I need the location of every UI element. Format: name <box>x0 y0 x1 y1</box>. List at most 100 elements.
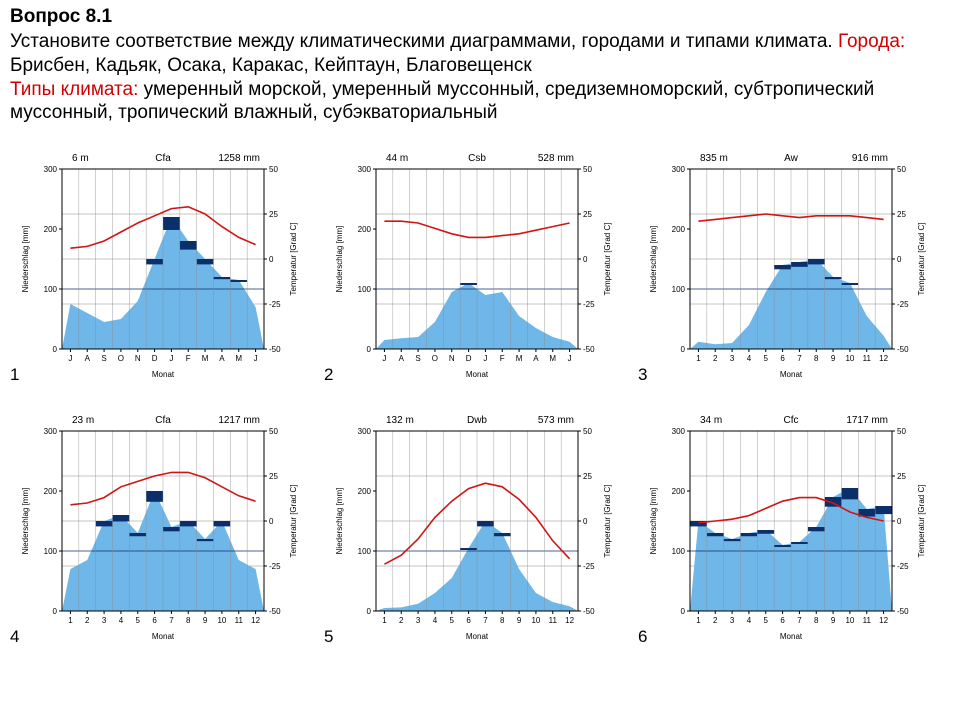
svg-text:25: 25 <box>269 210 278 219</box>
svg-text:528 mm: 528 mm <box>538 153 574 164</box>
svg-text:132 m: 132 m <box>386 415 414 426</box>
svg-text:-25: -25 <box>269 300 281 309</box>
svg-text:-50: -50 <box>269 345 281 354</box>
svg-text:J: J <box>382 354 386 363</box>
svg-text:0: 0 <box>269 255 274 264</box>
svg-text:Monat: Monat <box>152 632 175 641</box>
svg-text:6 m: 6 m <box>72 153 89 164</box>
svg-text:M: M <box>202 354 209 363</box>
svg-text:0: 0 <box>897 255 902 264</box>
climate-chart-4: 0100200300-50-2502550123456789101112Nied… <box>16 405 306 645</box>
svg-text:-25: -25 <box>583 562 595 571</box>
svg-text:Niederschlag [mm]: Niederschlag [mm] <box>649 488 658 555</box>
svg-text:11: 11 <box>549 616 558 625</box>
svg-text:Temperatur [Grad C]: Temperatur [Grad C] <box>289 485 298 558</box>
svg-text:1: 1 <box>382 616 387 625</box>
svg-text:-25: -25 <box>897 300 909 309</box>
svg-text:A: A <box>85 354 91 363</box>
svg-text:-50: -50 <box>897 345 909 354</box>
svg-text:11: 11 <box>863 616 872 625</box>
svg-text:10: 10 <box>217 616 226 625</box>
svg-text:0: 0 <box>367 607 372 616</box>
svg-text:50: 50 <box>583 427 592 436</box>
svg-text:Cfa: Cfa <box>155 415 171 426</box>
svg-text:-50: -50 <box>583 345 595 354</box>
svg-text:Csb: Csb <box>468 153 486 164</box>
svg-text:25: 25 <box>269 472 278 481</box>
svg-text:S: S <box>101 354 106 363</box>
svg-text:12: 12 <box>879 354 888 363</box>
svg-text:1217 mm: 1217 mm <box>218 415 260 426</box>
chart-cell-5: 50100200300-50-2502550123456789101112Nie… <box>330 405 630 655</box>
svg-text:12: 12 <box>565 616 574 625</box>
svg-text:Niederschlag [mm]: Niederschlag [mm] <box>21 488 30 555</box>
svg-text:0: 0 <box>681 607 686 616</box>
svg-text:6: 6 <box>152 616 157 625</box>
svg-text:6: 6 <box>780 616 785 625</box>
chart-number: 4 <box>10 627 19 647</box>
svg-text:M: M <box>516 354 523 363</box>
svg-text:1: 1 <box>68 616 73 625</box>
svg-text:Monat: Monat <box>466 370 489 379</box>
svg-text:9: 9 <box>203 616 208 625</box>
svg-text:Temperatur [Grad C]: Temperatur [Grad C] <box>917 485 926 558</box>
svg-text:300: 300 <box>44 427 58 436</box>
svg-text:50: 50 <box>269 427 278 436</box>
svg-text:D: D <box>466 354 472 363</box>
svg-text:-25: -25 <box>269 562 281 571</box>
svg-text:2: 2 <box>713 354 718 363</box>
svg-text:835 m: 835 m <box>700 153 728 164</box>
svg-text:-25: -25 <box>583 300 595 309</box>
svg-text:5: 5 <box>136 616 141 625</box>
svg-text:50: 50 <box>897 427 906 436</box>
svg-text:34 m: 34 m <box>700 415 722 426</box>
svg-text:2: 2 <box>85 616 90 625</box>
svg-text:25: 25 <box>583 472 592 481</box>
svg-text:Dwb: Dwb <box>467 415 487 426</box>
svg-text:0: 0 <box>269 517 274 526</box>
svg-text:J: J <box>254 354 258 363</box>
svg-text:Temperatur [Grad C]: Temperatur [Grad C] <box>603 223 612 296</box>
svg-text:-25: -25 <box>897 562 909 571</box>
svg-text:8: 8 <box>186 616 191 625</box>
climate-chart-6: 0100200300-50-2502550123456789101112Nied… <box>644 405 934 645</box>
svg-text:4: 4 <box>747 354 752 363</box>
question-line1: Установите соответствие между климатичес… <box>10 31 838 52</box>
svg-text:0: 0 <box>583 255 588 264</box>
svg-text:25: 25 <box>897 472 906 481</box>
svg-text:11: 11 <box>235 616 244 625</box>
svg-text:200: 200 <box>672 225 686 234</box>
svg-text:-50: -50 <box>583 607 595 616</box>
svg-text:J: J <box>568 354 572 363</box>
svg-text:12: 12 <box>251 616 260 625</box>
chart-cell-1: 10100200300-50-2502550JASONDJFMAMJNieder… <box>16 143 316 393</box>
svg-text:25: 25 <box>897 210 906 219</box>
svg-text:D: D <box>152 354 158 363</box>
svg-text:6: 6 <box>466 616 471 625</box>
svg-text:Monat: Monat <box>466 632 489 641</box>
svg-text:9: 9 <box>831 616 836 625</box>
svg-text:M: M <box>549 354 556 363</box>
svg-text:A: A <box>399 354 405 363</box>
question-body: Установите соответствие между климатичес… <box>10 30 950 125</box>
svg-text:6: 6 <box>780 354 785 363</box>
svg-text:-50: -50 <box>897 607 909 616</box>
chart-number: 1 <box>10 365 19 385</box>
svg-text:4: 4 <box>433 616 438 625</box>
svg-text:50: 50 <box>269 165 278 174</box>
question-title: Вопрос 8.1 <box>10 6 950 28</box>
svg-text:-50: -50 <box>269 607 281 616</box>
svg-text:10: 10 <box>845 354 854 363</box>
svg-text:0: 0 <box>583 517 588 526</box>
svg-text:100: 100 <box>358 547 372 556</box>
svg-text:10: 10 <box>845 616 854 625</box>
svg-text:25: 25 <box>583 210 592 219</box>
svg-text:O: O <box>118 354 124 363</box>
svg-text:Monat: Monat <box>780 632 803 641</box>
chart-cell-3: 30100200300-50-2502550123456789101112Nie… <box>644 143 944 393</box>
svg-text:8: 8 <box>500 616 505 625</box>
svg-text:O: O <box>432 354 438 363</box>
svg-text:3: 3 <box>102 616 107 625</box>
cities-list: Брисбен, Кадьяк, Осака, Каракас, Кейптау… <box>10 55 532 76</box>
svg-text:M: M <box>235 354 242 363</box>
